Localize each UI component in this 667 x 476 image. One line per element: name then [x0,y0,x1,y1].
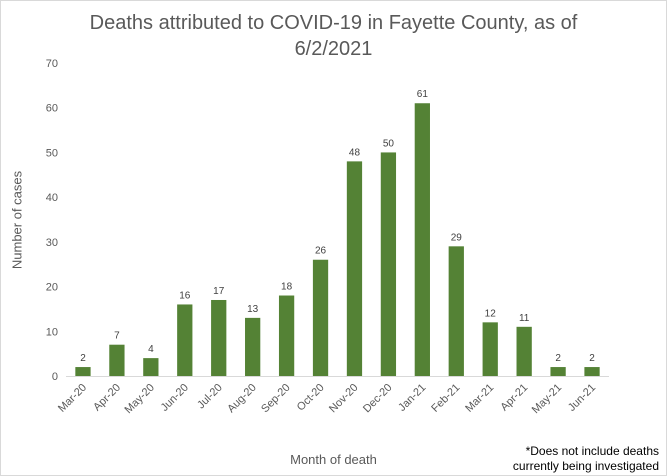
y-tick-label: 40 [46,192,58,204]
data-label: 4 [148,344,154,355]
y-tick-label: 60 [46,103,58,115]
footnote-line-2: currently being investigated [512,459,659,473]
data-label: 2 [80,353,86,364]
x-tick-label: May-20 [123,382,157,416]
y-tick-label: 30 [46,237,58,249]
x-tick-label: Dec-20 [361,382,395,416]
x-tick-label: Jul-20 [195,382,225,412]
bar-apr-20 [109,344,125,376]
bar-may-20 [143,358,159,376]
footnote-line-1: *Does not include deaths [525,444,659,458]
data-label: 48 [349,147,361,158]
x-tick-label: Jun-20 [159,382,191,414]
data-label: 61 [417,89,429,100]
bar-apr-21 [516,326,532,376]
data-label: 7 [114,331,120,342]
bar-mar-20 [75,367,91,376]
data-label: 2 [589,353,595,364]
data-label: 26 [315,246,327,257]
bar-sep-20 [278,295,295,376]
data-label: 17 [213,286,225,297]
bar-jun-21 [584,367,600,376]
data-label: 16 [179,290,191,301]
bar-jan-21 [414,103,430,376]
x-tick-label: Mar-21 [463,382,496,415]
data-label: 11 [519,313,530,324]
bar-may-21 [550,367,566,376]
bar-jun-20 [177,304,193,376]
data-label: 50 [383,138,395,149]
x-tick-label: Apr-20 [91,382,123,414]
x-tick-label: Mar-20 [56,382,89,415]
chart-title-line-2: 6/2/2021 [294,38,373,60]
x-tick-label: Feb-21 [429,382,462,415]
chart-title-line-1: Deaths attributed to COVID-19 in Fayette… [89,12,578,34]
y-tick-label: 50 [46,147,58,159]
bar-nov-20 [346,161,363,376]
x-tick-label: Nov-20 [327,382,361,416]
x-tick-label: Apr-21 [498,382,530,414]
data-label: 12 [485,308,497,319]
y-tick-label: 70 [46,58,58,70]
y-axis-label: Number of cases [9,170,25,270]
bar-feb-21 [448,246,464,376]
data-label: 18 [281,282,293,293]
x-tick-label: May-21 [530,382,564,416]
data-label: 2 [555,353,561,364]
x-tick-label: Jan-21 [396,382,428,414]
data-label: 29 [451,232,463,243]
y-tick-label: 0 [52,371,58,383]
bar-dec-20 [380,152,397,376]
x-tick-label: Jun-21 [566,382,598,414]
x-axis-label: Month of death [290,452,377,467]
bar-mar-21 [482,322,498,376]
x-tick-label: Sep-20 [259,382,293,416]
data-label: 13 [247,304,259,315]
bar-aug-20 [245,317,261,376]
y-tick-label: 10 [46,326,58,338]
x-tick-label: Aug-20 [225,382,259,416]
bar-jul-20 [211,299,227,376]
x-tick-label: Oct-20 [295,382,327,414]
bar-oct-20 [312,259,329,376]
y-tick-label: 20 [46,282,58,294]
